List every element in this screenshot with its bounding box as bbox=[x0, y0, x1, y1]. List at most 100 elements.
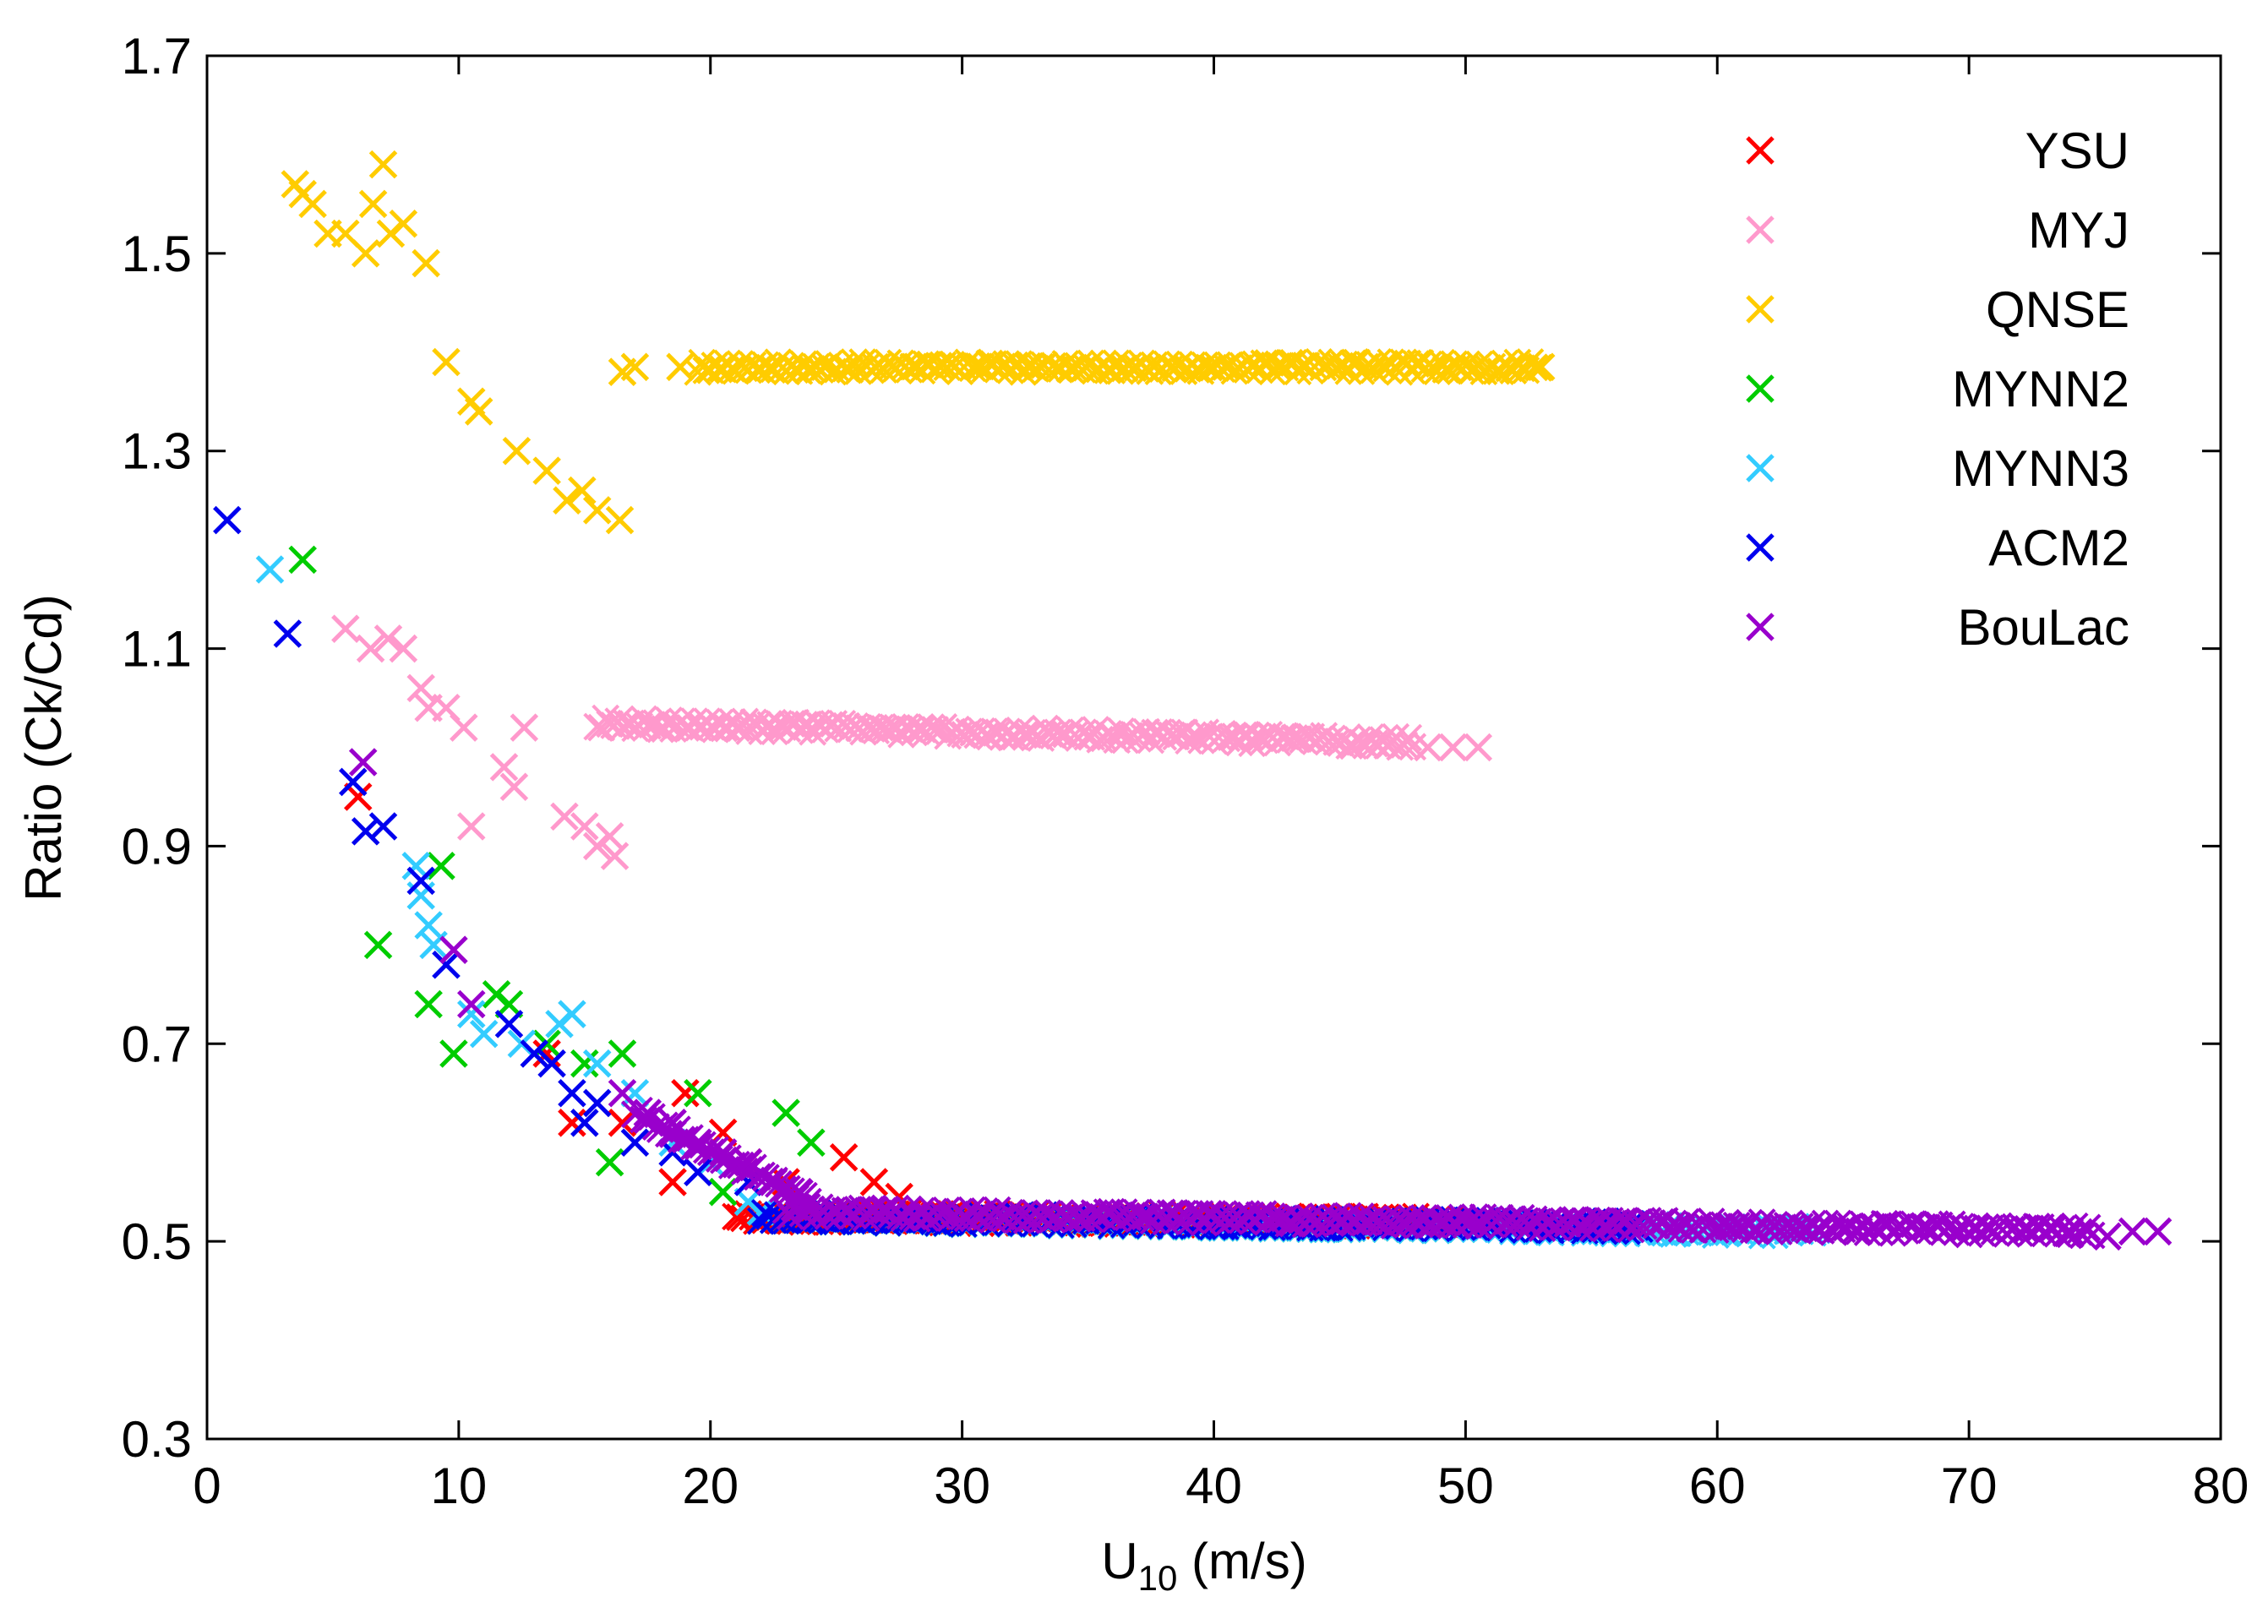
data-point bbox=[331, 614, 360, 643]
y-axis-label: Ratio (Ck/Cd) bbox=[15, 594, 72, 901]
legend-item-mynn2: MYNN2 bbox=[1746, 361, 2129, 417]
data-point bbox=[733, 1147, 763, 1177]
legend-marker bbox=[1746, 613, 1775, 641]
data-point bbox=[568, 476, 597, 505]
data-point bbox=[595, 1147, 624, 1177]
data-point bbox=[412, 248, 440, 278]
data-point bbox=[558, 1078, 586, 1108]
dense-band bbox=[771, 1193, 2106, 1250]
dense-band bbox=[684, 347, 1553, 386]
series-mynn2 bbox=[288, 545, 1476, 1245]
data-point bbox=[2143, 1217, 2173, 1246]
legend-label: BouLac bbox=[1958, 599, 2130, 656]
data-point bbox=[1526, 352, 1556, 382]
y-tick-label: 1.7 bbox=[122, 28, 192, 84]
legend-marker bbox=[1746, 295, 1775, 324]
data-point bbox=[273, 619, 303, 648]
data-point bbox=[582, 1049, 612, 1078]
data-point bbox=[553, 486, 581, 515]
data-point bbox=[494, 1010, 524, 1038]
data-point bbox=[368, 150, 398, 179]
legend-label: MYNN2 bbox=[1952, 361, 2129, 417]
legend-marker bbox=[1746, 374, 1775, 403]
y-tick-label: 1.5 bbox=[122, 226, 192, 282]
y-tick-label: 0.7 bbox=[122, 1016, 192, 1072]
data-point bbox=[389, 634, 418, 663]
x-tick-label: 50 bbox=[1437, 1458, 1494, 1514]
data-point bbox=[658, 1168, 687, 1196]
data-point bbox=[288, 545, 317, 575]
data-point bbox=[457, 1000, 486, 1028]
legend-item-myj: MYJ bbox=[1746, 202, 2129, 259]
data-point bbox=[797, 1128, 826, 1157]
data-point bbox=[520, 1039, 549, 1068]
legend-marker bbox=[1746, 454, 1775, 482]
data-point bbox=[1413, 733, 1442, 762]
data-point bbox=[784, 1177, 813, 1207]
legend-marker bbox=[1746, 136, 1775, 165]
data-point bbox=[351, 817, 380, 846]
data-point bbox=[746, 1197, 776, 1226]
y-tick-label: 1.3 bbox=[122, 423, 192, 480]
axis-ticks: 0 10 20 30 40 50 60 70 80 0.3 0.5 0.7 0.9 1.1 1.3 1.5 1.… bbox=[122, 28, 2249, 1514]
data-point bbox=[427, 852, 455, 880]
data-point bbox=[363, 930, 393, 960]
legend-label: MYNN3 bbox=[1952, 440, 2129, 497]
data-point bbox=[406, 866, 435, 896]
data-point bbox=[859, 1168, 889, 1196]
data-point bbox=[351, 239, 380, 268]
data-point bbox=[414, 989, 443, 1019]
legend-marker bbox=[1746, 215, 1775, 244]
data-point bbox=[620, 1078, 650, 1108]
data-point bbox=[671, 1078, 700, 1108]
x-tick-label: 70 bbox=[1941, 1458, 1998, 1514]
data-point bbox=[620, 1128, 650, 1157]
data-point bbox=[684, 1078, 712, 1108]
data-point bbox=[570, 812, 599, 841]
data-point bbox=[450, 713, 478, 742]
data-point bbox=[620, 352, 650, 382]
legend: YSU MYJ QNSE MYNN2 MYNN3 ACM2 BouLac bbox=[1746, 123, 2130, 656]
data-point bbox=[570, 1049, 599, 1078]
x-axis-label-unit: (m/s) bbox=[1177, 1533, 1306, 1589]
data-point bbox=[406, 673, 435, 703]
data-point bbox=[457, 989, 486, 1019]
data-point bbox=[608, 1039, 637, 1068]
data-point bbox=[502, 436, 532, 466]
y-tick-label: 0.5 bbox=[122, 1213, 192, 1270]
data-point bbox=[2118, 1217, 2147, 1246]
legend-item-ysu: YSU bbox=[1746, 123, 2129, 179]
data-point bbox=[389, 210, 418, 238]
data-point bbox=[595, 821, 624, 851]
y-tick-label: 1.1 bbox=[122, 621, 192, 678]
data-point bbox=[499, 772, 529, 802]
data-point bbox=[432, 347, 461, 377]
data-point bbox=[368, 812, 398, 841]
data-point bbox=[532, 456, 561, 485]
data-point bbox=[414, 911, 443, 940]
x-tick-label: 60 bbox=[1689, 1458, 1746, 1514]
legend-label: QNSE bbox=[1986, 281, 2129, 338]
x-axis-label: U10 (m/s) bbox=[1101, 1533, 1306, 1598]
data-point bbox=[708, 1177, 738, 1207]
x-tick-label: 80 bbox=[2193, 1458, 2249, 1514]
data-point bbox=[464, 397, 493, 426]
data-point bbox=[708, 1138, 738, 1167]
legend-item-qnse: QNSE bbox=[1746, 281, 2129, 338]
data-points bbox=[213, 150, 2173, 1251]
legend-label: MYJ bbox=[2028, 202, 2129, 259]
data-point bbox=[457, 812, 486, 841]
data-point bbox=[658, 1109, 687, 1137]
data-point bbox=[684, 1128, 712, 1157]
data-point bbox=[558, 1000, 586, 1028]
data-point bbox=[537, 1049, 566, 1078]
data-point bbox=[550, 802, 579, 831]
data-point bbox=[298, 189, 327, 219]
series-boulac bbox=[348, 748, 2173, 1251]
x-tick-label: 0 bbox=[193, 1458, 221, 1514]
legend-label: YSU bbox=[2025, 123, 2129, 179]
axis-labels: U10 (m/s) Ratio (Ck/Cd) bbox=[15, 594, 1307, 1598]
x-axis-label-subscript: 10 bbox=[1138, 1558, 1178, 1598]
